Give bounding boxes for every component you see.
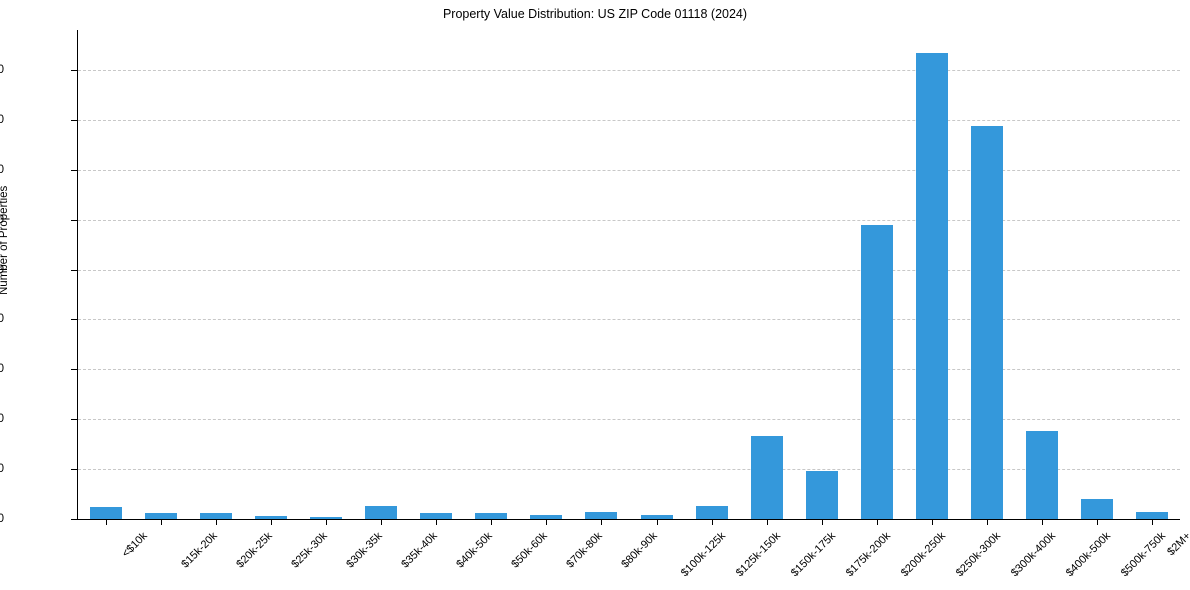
bar[interactable] — [420, 513, 453, 519]
x-axis-tick-mark — [766, 519, 768, 525]
chart-title: Property Value Distribution: US ZIP Code… — [442, 7, 748, 21]
x-axis-tick-label: $150k-175k — [788, 530, 838, 580]
y-axis-tick-mark — [71, 269, 77, 271]
x-axis-tick-mark — [821, 519, 823, 525]
x-axis-tick-label: $100k-125k — [678, 530, 728, 580]
gridline — [78, 69, 1180, 71]
x-axis-tick-mark — [987, 519, 989, 525]
bar[interactable] — [254, 516, 287, 519]
plot-area — [78, 30, 1180, 519]
y-axis-tick-label: 750 — [0, 263, 4, 276]
x-axis-tick-mark — [711, 519, 713, 525]
x-axis-tick-label: $15k-20k — [178, 530, 220, 571]
x-axis-tick-mark — [105, 519, 107, 525]
bar[interactable] — [971, 125, 1004, 519]
x-axis-tick-mark — [160, 519, 162, 525]
bar[interactable] — [89, 507, 122, 519]
x-axis-tick-mark — [270, 519, 272, 525]
bar[interactable] — [475, 513, 508, 519]
y-axis-tick-mark — [71, 519, 77, 520]
y-axis-tick-mark — [71, 119, 77, 121]
y-axis-tick-label: 150 — [0, 463, 4, 476]
bar[interactable] — [585, 511, 618, 519]
y-axis-tick-mark — [71, 69, 77, 71]
x-axis-tick-label: $500k-750k — [1119, 530, 1169, 580]
x-axis-tick-label: $250k-300k — [953, 530, 1004, 580]
x-axis-tick-label: $25k-30k — [289, 530, 330, 571]
gridline — [78, 119, 1180, 121]
x-axis-tick-mark — [436, 519, 438, 525]
x-axis-tick-label: $300k-400k — [1008, 530, 1059, 580]
y-axis-tick-label: 1,200 — [0, 113, 4, 126]
x-axis-tick-label: <$10k — [119, 530, 150, 560]
x-axis-tick-mark — [876, 519, 878, 525]
x-axis-tick-mark — [1042, 519, 1044, 525]
x-axis-tick-label: $50k-60k — [509, 530, 551, 571]
bar[interactable] — [640, 515, 673, 519]
bar[interactable] — [530, 514, 563, 519]
x-axis-tick-label: $35k-40k — [399, 530, 440, 571]
gridline — [78, 269, 1180, 271]
y-axis-label: Number of Properties — [0, 185, 10, 295]
x-axis-tick-label: $400k-500k — [1064, 530, 1114, 580]
axis-spine-left — [77, 30, 78, 520]
bar[interactable] — [860, 225, 893, 519]
y-axis-tick-label: 0 — [0, 513, 4, 525]
gridline — [78, 419, 1180, 421]
bar[interactable] — [916, 53, 949, 519]
x-axis-tick-label: $40k-50k — [454, 530, 495, 571]
y-axis-tick-label: 300 — [0, 413, 4, 426]
axis-spine-bottom — [78, 519, 1180, 520]
x-axis-tick-label: $30k-35k — [344, 530, 385, 571]
bar[interactable] — [1136, 511, 1169, 519]
x-axis-tick-label: $80k-90k — [619, 530, 661, 571]
y-axis-tick-mark — [71, 169, 77, 171]
x-axis-tick-label: $70k-80k — [564, 530, 606, 571]
x-axis-tick-mark — [215, 519, 217, 525]
gridline — [78, 169, 1180, 171]
gridline — [78, 369, 1180, 371]
y-axis-tick-mark — [71, 469, 77, 471]
y-axis-tick-mark — [71, 319, 77, 321]
x-axis-tick-mark — [601, 519, 603, 525]
y-axis-tick-label: 1,050 — [0, 163, 4, 176]
y-axis-tick-label: 900 — [0, 213, 4, 226]
gridline — [78, 319, 1180, 321]
bar-series — [78, 30, 1180, 519]
bar[interactable] — [1026, 431, 1059, 519]
bar[interactable] — [144, 513, 177, 519]
x-axis-tick-label: $2M+ — [1165, 530, 1190, 559]
x-axis-tick-mark — [491, 519, 493, 525]
bar[interactable] — [805, 470, 838, 519]
gridline — [78, 219, 1180, 221]
x-axis-tick-mark — [1152, 519, 1154, 525]
gridline — [78, 469, 1180, 471]
x-axis-tick-label: $175k-200k — [843, 530, 893, 580]
x-axis-tick-mark — [325, 519, 327, 525]
gridlines — [78, 30, 1180, 519]
x-axis-tick-mark — [1097, 519, 1099, 525]
y-axis-tick-label: 600 — [0, 313, 4, 326]
x-axis-tick-mark — [932, 519, 934, 525]
y-axis-tick-label: 1,350 — [0, 63, 4, 76]
x-axis-tick-label: $200k-250k — [898, 530, 948, 580]
x-axis-tick-label: $125k-150k — [733, 530, 783, 580]
x-axis-tick-mark — [656, 519, 658, 525]
x-axis-tick-mark — [381, 519, 383, 525]
bar[interactable] — [750, 435, 783, 519]
x-axis-tick-mark — [546, 519, 548, 525]
bar[interactable] — [199, 513, 232, 519]
bar[interactable] — [1081, 498, 1114, 519]
bar[interactable] — [309, 517, 342, 519]
x-axis-tick-label: $20k-25k — [234, 530, 275, 571]
y-axis-tick-mark — [71, 219, 77, 221]
y-axis-tick-mark — [71, 369, 77, 371]
bar[interactable] — [365, 506, 398, 519]
y-axis-tick-mark — [71, 419, 77, 421]
bar[interactable] — [695, 506, 728, 519]
y-axis-tick-label: 450 — [0, 363, 4, 376]
